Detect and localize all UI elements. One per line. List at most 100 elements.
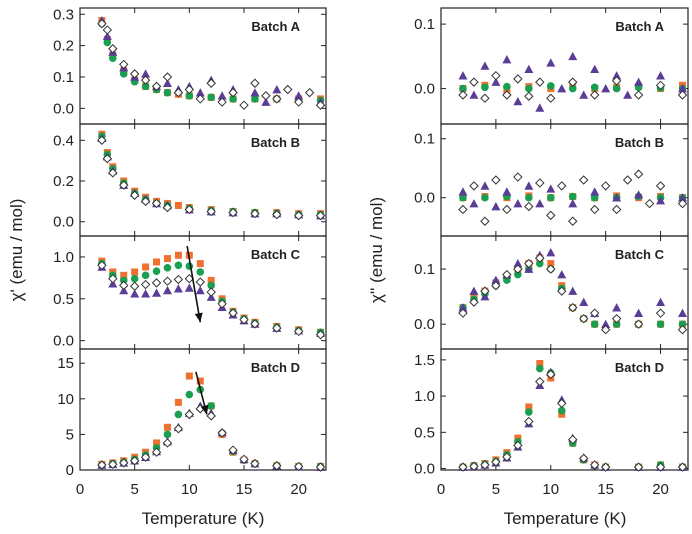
right-panel-3-s4-point [513, 264, 523, 274]
right-panel-4-s4-point [633, 462, 644, 472]
right-panel-1-s3-point [469, 90, 479, 99]
left-panel-2-ytick-label: 0.4 [53, 132, 74, 149]
right-panel-2-s4-point [546, 210, 556, 221]
right-panel-2-s3-point [469, 199, 479, 208]
left-panel-2-s4-point [119, 180, 129, 190]
right-panel-1-s2-point [503, 82, 511, 91]
right-panel-2-s3-point [568, 199, 578, 208]
left-panel-2-s4-point [206, 206, 216, 217]
right-panel-3-s3-point [656, 297, 666, 306]
right-panel-3-s4-point [502, 269, 512, 280]
right-panel-2-s4-point [622, 175, 633, 185]
right-xtick-label: 15 [597, 481, 614, 498]
right-panel-3-s4-point [469, 297, 479, 307]
left-panel-3-s2-point [152, 267, 161, 275]
right-panel-4-batch-label: Batch D [615, 360, 664, 375]
right-panel-2-s4-point [655, 181, 666, 191]
left-panel-3-s4-point [228, 308, 238, 318]
right-panel-2-s3-point [535, 199, 545, 208]
right-xtick-label: 10 [542, 481, 559, 498]
right-panel-1-s4-point [480, 93, 490, 103]
left-panel-2-s4-point [250, 208, 260, 219]
left-panel-3-s1-point [153, 258, 161, 266]
right-panel-4-s4-point [655, 462, 666, 472]
right-panel-1-s4-point [568, 77, 578, 87]
right-x-axis-label: Temperature (K) [504, 509, 627, 528]
left-panel-3-s1-point [174, 251, 182, 259]
right-panel-3-s4-point [655, 308, 666, 318]
left-panel-4-s2-point [163, 430, 172, 439]
left-panel-1-ytick-label: 0.1 [53, 69, 74, 86]
left-panel-1-s3-point [261, 97, 271, 106]
right-panel-4-s4-point [491, 457, 501, 467]
right-xtick-label: 5 [492, 481, 500, 498]
left-panel-3-s1-point [163, 255, 171, 263]
right-panel-1-ytick-label: 0.1 [414, 16, 435, 33]
left-panel-2-s4-point [162, 202, 173, 213]
right-panel-1-s4-point [546, 93, 556, 103]
right-panel-4-s4-point [589, 460, 600, 470]
right-xtick-label: 0 [437, 481, 445, 498]
left-panel-1-s4-point [217, 97, 227, 107]
right-panel-2-s2-point [590, 193, 599, 202]
left-panel-1-s2-point [109, 54, 117, 62]
left-panel-1-s4-point [206, 78, 216, 88]
left-panel-3-s4-point [173, 274, 184, 285]
right-panel-2-s3-point [590, 187, 600, 196]
left-panel-3-ytick-label: 0.0 [53, 333, 74, 350]
left-panel-1-s4-point [304, 87, 315, 98]
right-panel-1-s3-point [557, 84, 567, 93]
right-panel-2-s4-point [502, 204, 512, 215]
right-panel-2-s3-point [458, 187, 468, 196]
left-panel-4-ytick-label: 5 [66, 426, 74, 443]
left-panel-1-s2-point [119, 70, 128, 78]
right-panel-2-s3-point [634, 190, 644, 199]
left-panel-3-s3-point [162, 285, 172, 295]
left-panel-4-frame [79, 348, 327, 471]
left-panel-4-s4-point [151, 447, 162, 457]
left-panel-1-s4-point [315, 100, 326, 110]
right-panel-3-s2-point [514, 270, 522, 279]
right-panel-3-s4-point [557, 286, 567, 296]
right-panel-2-s2-point [568, 192, 577, 201]
right-panel-3-s2-point [612, 320, 621, 328]
right-panel-3-s3-point [491, 275, 501, 284]
left-panel-2-s4-point [184, 204, 195, 215]
right-panel-2-s3-point [502, 187, 512, 196]
right-panel-3-s4-point [458, 308, 468, 318]
left-panel-3-s2-point [185, 262, 194, 270]
left-panel-2-ytick-label: 0.0 [53, 214, 74, 231]
left-panel-1-s2-point [141, 82, 150, 91]
left-panel-2-s4-point [315, 210, 326, 221]
right-panel-2-s4-point [491, 175, 501, 185]
right-panel-4-s4-point [677, 462, 688, 472]
left-panel-3-s4-point [129, 281, 140, 291]
right-panel-2-s4-point [469, 181, 479, 191]
left-panel-4-s2-point [174, 410, 183, 419]
left-panel-4-s4-point [250, 458, 260, 469]
left-xtick-label: 10 [181, 481, 198, 498]
right-panel-2-s4-point [557, 181, 567, 191]
left-panel-1-ytick-label: 0.2 [53, 38, 74, 55]
left-panel-1-s3-point [102, 31, 112, 41]
left-panel-4-arrow-head [200, 404, 209, 415]
left-panel-2-s4-point [140, 196, 151, 207]
right-panel-4-ytick-label: 0.5 [414, 424, 435, 441]
left-panel-4-s4-point [315, 462, 326, 472]
left-panel-1-s4-point [261, 91, 271, 101]
left-panel-3-s2-point [130, 274, 139, 283]
left-panel-4-s4-point [119, 458, 129, 468]
left-panel-1-s4-point [129, 69, 140, 79]
left-panel-1-s4-point [97, 18, 107, 29]
left-xtick-label: 20 [290, 481, 307, 498]
right-panel-1-s4-point [655, 80, 666, 91]
right-panel-4-s2-point [536, 364, 544, 373]
right-panel-3-s2-point [536, 259, 544, 268]
right-panel-3-batch-label: Batch C [615, 247, 665, 262]
right-panel-1-s4-point [524, 91, 534, 101]
left-panel-4-s4-point [239, 454, 249, 465]
left-panel-1-s4-point [119, 59, 129, 70]
left-panel-2-s4-point [293, 210, 304, 221]
right-panel-2-s3-point [656, 196, 666, 205]
